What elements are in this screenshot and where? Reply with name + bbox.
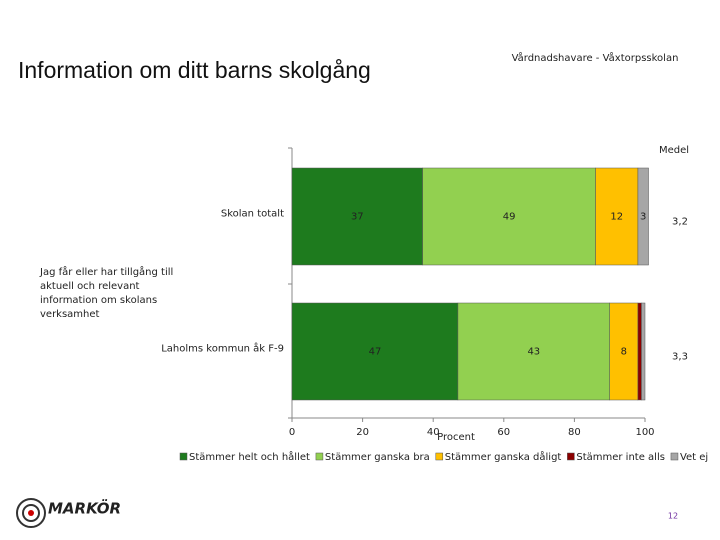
bar-segment — [637, 302, 642, 401]
bar-segment — [641, 302, 646, 401]
legend-label: Stämmer ganska bra — [325, 452, 430, 463]
bar-segment — [457, 302, 610, 401]
data-label: 43 — [527, 347, 540, 358]
data-label: 37 — [351, 212, 364, 223]
logo-text: MARKÖR — [48, 499, 121, 518]
chart-subtitle: Vårdnadshavare - Våxtorpsskolan — [512, 51, 679, 64]
legend-label: Stämmer inte alls — [576, 452, 665, 463]
bar-segment — [637, 167, 649, 266]
data-label: 3 — [640, 212, 646, 223]
x-tick-label: 0 — [289, 427, 295, 438]
legend-label: Stämmer ganska dåligt — [445, 450, 562, 463]
legend-swatch — [179, 452, 188, 461]
bar-segment — [422, 167, 596, 266]
data-label: 47 — [369, 347, 382, 358]
logo-ring — [16, 498, 46, 528]
logo: MARKÖR — [16, 498, 121, 528]
legend-label: Vet ej — [680, 452, 708, 463]
logo-ring — [22, 504, 40, 522]
data-label: 12 — [610, 212, 623, 223]
mean-value: 3,3 — [672, 352, 688, 363]
legend-swatch — [315, 452, 324, 461]
category-label: Skolan totalt — [221, 209, 284, 220]
x-tick-label: 40 — [427, 427, 440, 438]
mean-value: 3,2 — [672, 217, 688, 228]
legend-swatch — [435, 452, 444, 461]
mean-title: Medel — [659, 145, 689, 156]
page-number: 12 — [668, 512, 678, 521]
logo-dot — [28, 510, 34, 516]
legend-swatch — [567, 452, 575, 461]
legend-label: Stämmer helt och hållet — [189, 450, 310, 463]
data-label: 8 — [621, 347, 627, 358]
x-tick-label: 60 — [497, 427, 510, 438]
x-tick-label: 20 — [356, 427, 369, 438]
x-tick-label: 80 — [568, 427, 581, 438]
data-label: 49 — [503, 212, 516, 223]
category-label: Laholms kommun åk F-9 — [161, 342, 284, 355]
bar-segment — [291, 302, 459, 401]
chart-title: Information om ditt barns skolgång — [18, 57, 371, 83]
bar-segment — [609, 302, 639, 401]
group-label: Jag får eller har tillgång till aktuell … — [40, 267, 174, 320]
x-tick-label: 100 — [635, 427, 654, 438]
legend-swatch — [670, 452, 679, 461]
bar-segment — [291, 167, 423, 266]
x-axis-label: Procent — [437, 432, 475, 443]
